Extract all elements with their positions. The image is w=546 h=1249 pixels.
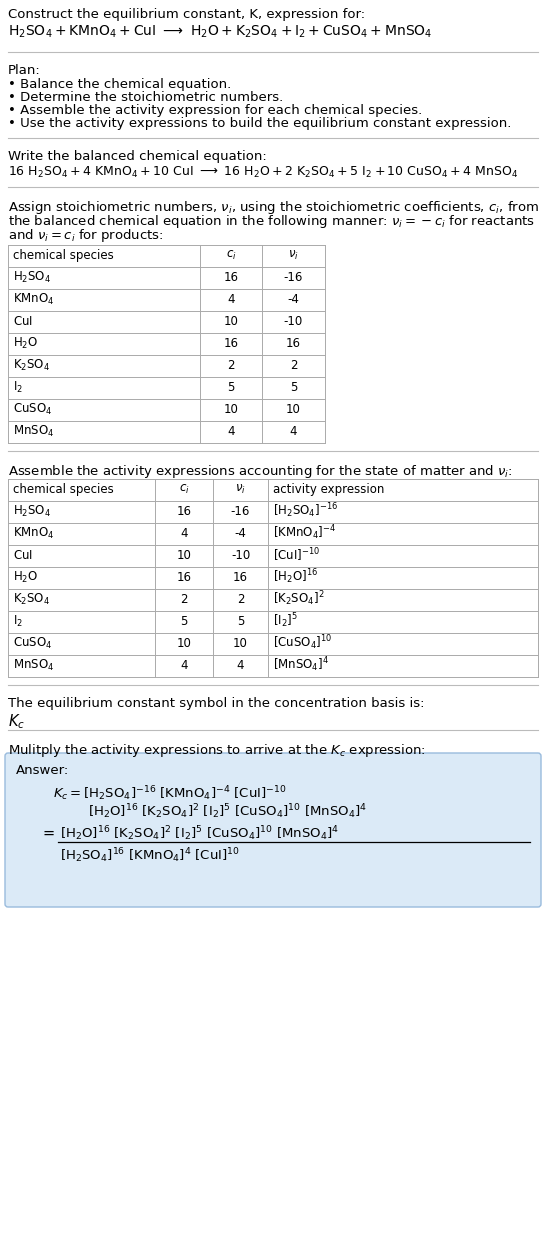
Text: $[\mathrm{H_2O}]^{16}\ [\mathrm{K_2SO_4}]^{2}\ [\mathrm{I_2}]^{5}\ [\mathrm{CuSO: $[\mathrm{H_2O}]^{16}\ [\mathrm{K_2SO_4}… bbox=[60, 824, 339, 843]
Text: 5: 5 bbox=[227, 381, 235, 393]
Text: $\mathrm{KMnO_4}$: $\mathrm{KMnO_4}$ bbox=[13, 526, 55, 541]
Text: Mulitply the activity expressions to arrive at the $K_c$ expression:: Mulitply the activity expressions to arr… bbox=[8, 742, 426, 759]
Text: Construct the equilibrium constant, K, expression for:: Construct the equilibrium constant, K, e… bbox=[8, 7, 365, 21]
Text: $\nu_i$: $\nu_i$ bbox=[288, 249, 299, 261]
Text: $\mathrm{H_2O}$: $\mathrm{H_2O}$ bbox=[13, 570, 38, 585]
Text: the balanced chemical equation in the following manner: $\nu_i = -c_i$ for react: the balanced chemical equation in the fo… bbox=[8, 214, 535, 230]
Text: • Use the activity expressions to build the equilibrium constant expression.: • Use the activity expressions to build … bbox=[8, 117, 512, 130]
Text: $[\mathrm{I_2}]^{5}$: $[\mathrm{I_2}]^{5}$ bbox=[273, 612, 298, 631]
Text: Write the balanced chemical equation:: Write the balanced chemical equation: bbox=[8, 150, 267, 164]
Text: 2: 2 bbox=[227, 358, 235, 371]
Text: $\mathrm{I_2}$: $\mathrm{I_2}$ bbox=[13, 380, 23, 395]
Text: -4: -4 bbox=[235, 527, 246, 540]
Text: $[\mathrm{K_2SO_4}]^{2}$: $[\mathrm{K_2SO_4}]^{2}$ bbox=[273, 590, 324, 608]
Text: $c_i$: $c_i$ bbox=[225, 249, 236, 261]
Text: • Assemble the activity expression for each chemical species.: • Assemble the activity expression for e… bbox=[8, 104, 422, 117]
Text: activity expression: activity expression bbox=[273, 482, 384, 496]
Text: • Determine the stoichiometric numbers.: • Determine the stoichiometric numbers. bbox=[8, 91, 283, 104]
Text: $K_c$: $K_c$ bbox=[8, 712, 25, 731]
Text: $\mathrm{H_2SO_4}$: $\mathrm{H_2SO_4}$ bbox=[13, 503, 51, 518]
Text: -16: -16 bbox=[284, 271, 303, 284]
Text: 4: 4 bbox=[180, 658, 188, 672]
Text: 10: 10 bbox=[176, 637, 192, 649]
Text: Answer:: Answer: bbox=[16, 764, 69, 777]
Text: 16: 16 bbox=[286, 336, 301, 350]
Text: $[\mathrm{KMnO_4}]^{-4}$: $[\mathrm{KMnO_4}]^{-4}$ bbox=[273, 523, 336, 542]
Text: chemical species: chemical species bbox=[13, 249, 114, 261]
Text: 10: 10 bbox=[233, 637, 248, 649]
Text: $\mathrm{I_2}$: $\mathrm{I_2}$ bbox=[13, 613, 23, 628]
Text: • Balance the chemical equation.: • Balance the chemical equation. bbox=[8, 77, 232, 91]
Text: 10: 10 bbox=[223, 402, 239, 416]
Text: 2: 2 bbox=[290, 358, 297, 371]
Text: Assemble the activity expressions accounting for the state of matter and $\nu_i$: Assemble the activity expressions accoun… bbox=[8, 463, 513, 480]
Text: $\mathrm{K_2SO_4}$: $\mathrm{K_2SO_4}$ bbox=[13, 592, 50, 607]
Text: Plan:: Plan: bbox=[8, 64, 41, 77]
Text: $\mathrm{H_2SO_4}$: $\mathrm{H_2SO_4}$ bbox=[13, 270, 51, 285]
Text: -10: -10 bbox=[284, 315, 303, 327]
Text: The equilibrium constant symbol in the concentration basis is:: The equilibrium constant symbol in the c… bbox=[8, 697, 424, 709]
Text: $\mathrm{CuI}$: $\mathrm{CuI}$ bbox=[13, 315, 33, 327]
Text: $\mathrm{16\ H_2SO_4 + 4\ KMnO_4 + 10\ CuI\ \longrightarrow\ 16\ H_2O + 2\ K_2SO: $\mathrm{16\ H_2SO_4 + 4\ KMnO_4 + 10\ C… bbox=[8, 165, 518, 180]
Text: 16: 16 bbox=[176, 571, 192, 583]
Text: and $\nu_i = c_i$ for products:: and $\nu_i = c_i$ for products: bbox=[8, 227, 164, 244]
Text: $[\mathrm{CuSO_4}]^{10}$: $[\mathrm{CuSO_4}]^{10}$ bbox=[273, 633, 332, 652]
Text: $\mathrm{H_2SO_4 + KMnO_4 + CuI\ \longrightarrow\ H_2O + K_2SO_4 + I_2 + CuSO_4 : $\mathrm{H_2SO_4 + KMnO_4 + CuI\ \longri… bbox=[8, 24, 432, 40]
Text: 16: 16 bbox=[233, 571, 248, 583]
Text: $\mathrm{CuI}$: $\mathrm{CuI}$ bbox=[13, 548, 33, 562]
Text: 5: 5 bbox=[237, 615, 244, 627]
Text: 16: 16 bbox=[223, 336, 239, 350]
Text: 16: 16 bbox=[176, 505, 192, 517]
Text: -16: -16 bbox=[231, 505, 250, 517]
Text: $\mathrm{H_2O}$: $\mathrm{H_2O}$ bbox=[13, 336, 38, 351]
Text: $c_i$: $c_i$ bbox=[179, 482, 189, 496]
Text: $\mathrm{CuSO_4}$: $\mathrm{CuSO_4}$ bbox=[13, 636, 52, 651]
Text: $\mathrm{MnSO_4}$: $\mathrm{MnSO_4}$ bbox=[13, 657, 54, 672]
Text: -10: -10 bbox=[231, 548, 250, 562]
Text: 16: 16 bbox=[223, 271, 239, 284]
Text: 4: 4 bbox=[227, 292, 235, 306]
Text: 10: 10 bbox=[223, 315, 239, 327]
Text: Assign stoichiometric numbers, $\nu_i$, using the stoichiometric coefficients, $: Assign stoichiometric numbers, $\nu_i$, … bbox=[8, 199, 539, 216]
Text: $\mathrm{K_2SO_4}$: $\mathrm{K_2SO_4}$ bbox=[13, 357, 50, 372]
Text: 5: 5 bbox=[290, 381, 297, 393]
Text: 10: 10 bbox=[286, 402, 301, 416]
Text: $[\mathrm{H_2SO_4}]^{-16}$: $[\mathrm{H_2SO_4}]^{-16}$ bbox=[273, 502, 338, 521]
Text: $[\mathrm{MnSO_4}]^{4}$: $[\mathrm{MnSO_4}]^{4}$ bbox=[273, 656, 329, 674]
Text: 4: 4 bbox=[237, 658, 244, 672]
Text: $\mathrm{MnSO_4}$: $\mathrm{MnSO_4}$ bbox=[13, 423, 54, 438]
Text: $[\mathrm{CuI}]^{-10}$: $[\mathrm{CuI}]^{-10}$ bbox=[273, 546, 320, 563]
Text: -4: -4 bbox=[288, 292, 299, 306]
Text: $\mathrm{KMnO_4}$: $\mathrm{KMnO_4}$ bbox=[13, 291, 55, 306]
Text: 4: 4 bbox=[227, 425, 235, 437]
Text: $\nu_i$: $\nu_i$ bbox=[235, 482, 246, 496]
Text: $\mathrm{CuSO_4}$: $\mathrm{CuSO_4}$ bbox=[13, 401, 52, 417]
Text: $[\mathrm{H_2O}]^{16}$: $[\mathrm{H_2O}]^{16}$ bbox=[273, 567, 318, 586]
Text: $=$: $=$ bbox=[40, 824, 56, 839]
Text: 4: 4 bbox=[180, 527, 188, 540]
Text: $[\mathrm{H_2SO_4}]^{16}\ [\mathrm{KMnO_4}]^{4}\ [\mathrm{CuI}]^{10}$: $[\mathrm{H_2SO_4}]^{16}\ [\mathrm{KMnO_… bbox=[60, 846, 240, 864]
Text: chemical species: chemical species bbox=[13, 482, 114, 496]
Text: $K_c = [\mathrm{H_2SO_4}]^{-16}\ [\mathrm{KMnO_4}]^{-4}\ [\mathrm{CuI}]^{-10}$: $K_c = [\mathrm{H_2SO_4}]^{-16}\ [\mathr… bbox=[53, 784, 287, 803]
Text: 10: 10 bbox=[176, 548, 192, 562]
Text: 4: 4 bbox=[290, 425, 297, 437]
Text: $[\mathrm{H_2O}]^{16}\ [\mathrm{K_2SO_4}]^{2}\ [\mathrm{I_2}]^{5}\ [\mathrm{CuSO: $[\mathrm{H_2O}]^{16}\ [\mathrm{K_2SO_4}… bbox=[88, 802, 367, 821]
Text: 5: 5 bbox=[180, 615, 188, 627]
Text: 2: 2 bbox=[180, 592, 188, 606]
Text: 2: 2 bbox=[237, 592, 244, 606]
FancyBboxPatch shape bbox=[5, 753, 541, 907]
